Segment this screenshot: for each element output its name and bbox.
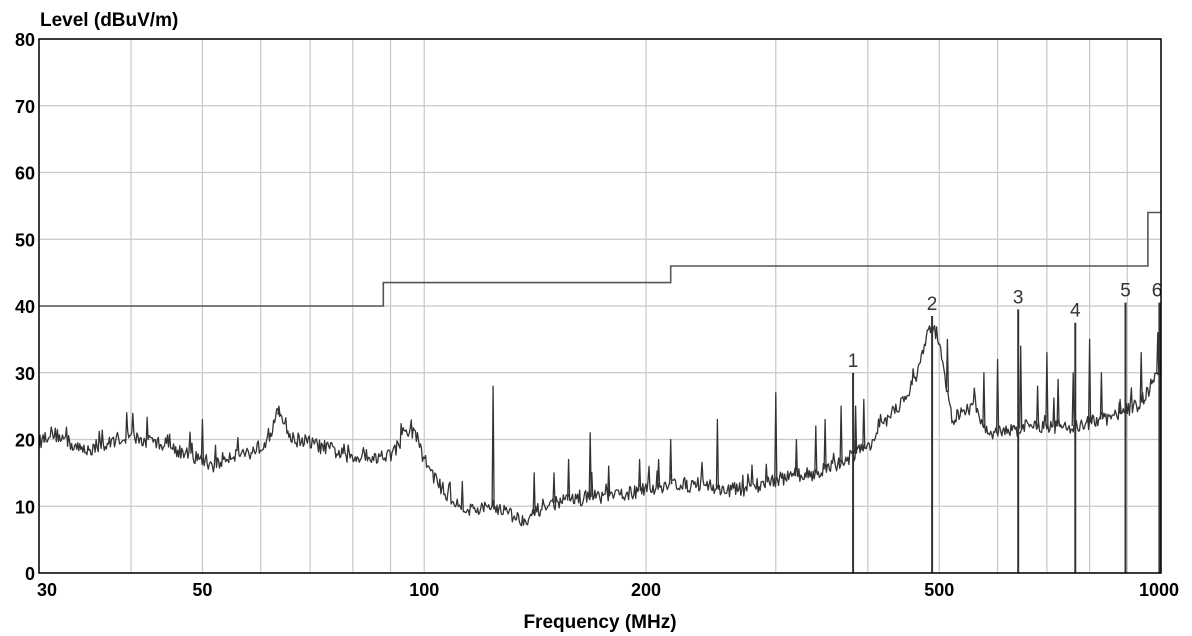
- y-tick-label: 10: [15, 497, 35, 517]
- y-tick-label: 30: [15, 364, 35, 384]
- y-axis-title: Level (dBuV/m): [40, 10, 178, 31]
- x-tick-label: 100: [409, 580, 439, 600]
- y-tick-label: 50: [15, 230, 35, 250]
- y-tick-label: 70: [15, 97, 35, 117]
- y-tick-label: 80: [15, 30, 35, 50]
- spectrum-line: [38, 324, 1162, 527]
- limit-line: [39, 211, 1161, 307]
- x-tick-label: 1000: [1139, 580, 1179, 600]
- y-tick-label: 60: [15, 164, 35, 184]
- x-tick-label: 200: [631, 580, 661, 600]
- spectrum-trace: [38, 324, 1162, 527]
- x-tick-label: 30: [37, 580, 57, 600]
- y-axis-ticks: 0 10 20 30 40 50 60 70 80: [15, 30, 35, 584]
- marker-label: 1: [848, 351, 859, 372]
- x-axis-ticks: 30 50 100 200 500 1000: [37, 580, 1179, 600]
- x-tick-label: 50: [192, 580, 212, 600]
- marker-label: 6: [1152, 281, 1163, 302]
- marker-label: 2: [927, 294, 938, 315]
- x-axis-title: Frequency (MHz): [523, 612, 676, 633]
- marker-label: 4: [1070, 301, 1081, 322]
- y-tick-label: 40: [15, 297, 35, 317]
- y-tick-label: 0: [25, 564, 35, 584]
- marker-label: 5: [1120, 281, 1131, 302]
- plot-frame: [38, 38, 1162, 574]
- y-tick-label: 20: [15, 431, 35, 451]
- marker-label: 3: [1013, 287, 1024, 308]
- peak-markers: 1 2 3 4 5 6: [848, 281, 1162, 573]
- limit-line-path: [39, 211, 1161, 307]
- x-tick-label: 500: [924, 580, 954, 600]
